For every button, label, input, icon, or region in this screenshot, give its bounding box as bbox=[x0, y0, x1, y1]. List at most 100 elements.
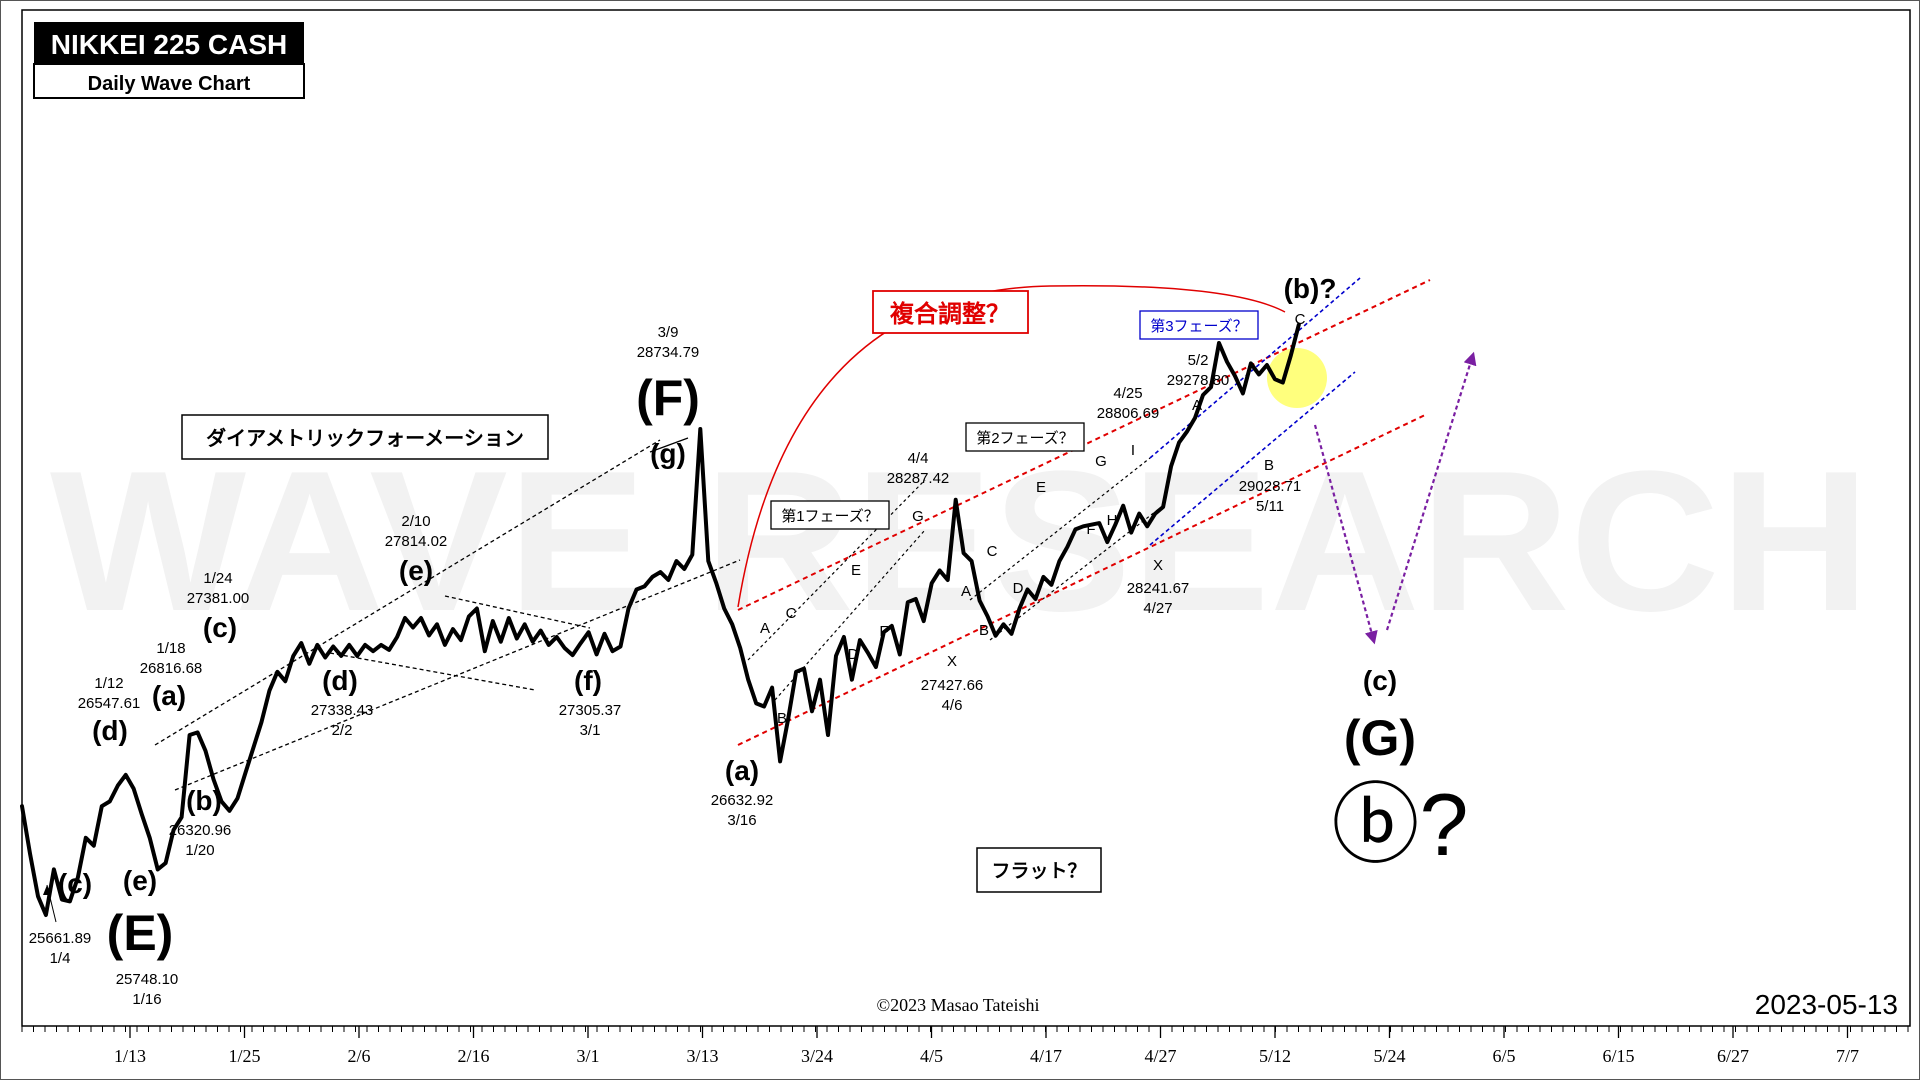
annotation-phase2-text: 第2フェーズ？ bbox=[976, 429, 1074, 447]
blue-channel-lower bbox=[1149, 371, 1356, 546]
annotation-complex-text: 複合調整？ bbox=[890, 300, 1010, 328]
wave-label: (e) bbox=[123, 865, 157, 896]
wave-value: 28287.42 bbox=[887, 470, 950, 487]
sub-wave-letters: A B C D E F G A B C D E F G H I bbox=[760, 453, 1118, 727]
x-tick-label: 7/7 bbox=[1836, 1046, 1859, 1066]
sub-wave-letter: A bbox=[961, 583, 971, 600]
price-line bbox=[20, 322, 1301, 917]
wave-label: C bbox=[1295, 311, 1306, 328]
chart-subtitle: Daily Wave Chart bbox=[88, 73, 251, 95]
wave-label: (b) bbox=[186, 785, 222, 816]
wave-label: (c) bbox=[1363, 665, 1397, 696]
wave-date: 1/18 bbox=[156, 640, 185, 657]
wave-label: (F) bbox=[636, 370, 700, 426]
x-tick-label: 5/12 bbox=[1259, 1046, 1291, 1066]
annotation-diametric-text: ダイアメトリックフォーメーション bbox=[206, 426, 524, 450]
trend-lines bbox=[154, 277, 1431, 791]
wave-date: 1/20 bbox=[185, 842, 214, 859]
forecast-arrows bbox=[1313, 351, 1477, 645]
annotation-phase1: 第1フェーズ？ bbox=[770, 500, 890, 530]
highlight-circle bbox=[1267, 348, 1327, 408]
wave-label: (G) bbox=[1344, 710, 1416, 766]
wave-label: (c) bbox=[203, 612, 237, 643]
wave-label: (f) bbox=[574, 665, 602, 696]
wave-value: 29278.80 bbox=[1167, 372, 1230, 389]
wave-value: 27381.00 bbox=[187, 590, 250, 607]
diametric-lower-line bbox=[174, 559, 741, 791]
wave-date: 3/1 bbox=[580, 722, 601, 739]
x-axis: 1/13 1/25 2/6 2/16 3/1 3/13 3/24 4/5 4/17 4/27 5/1… bbox=[21, 1026, 1909, 1066]
x-tick-label: 4/5 bbox=[920, 1046, 943, 1066]
wave-label: (c) bbox=[58, 868, 92, 899]
wave-value: 28241.67 bbox=[1127, 580, 1190, 597]
sub-wave-letter: B bbox=[979, 622, 989, 639]
wave-date: 4/4 bbox=[908, 450, 929, 467]
x-tick-label: 3/1 bbox=[576, 1046, 599, 1066]
plot-border bbox=[21, 9, 1911, 1027]
wave-value: 28806.69 bbox=[1097, 405, 1160, 422]
sub-wave-letter: F bbox=[1086, 521, 1095, 538]
annotation-flat-text: フラット？ bbox=[991, 861, 1086, 882]
wave-label: I bbox=[1131, 442, 1135, 459]
sub-wave-letter: B bbox=[777, 710, 787, 727]
wave-label: (e) bbox=[399, 555, 433, 586]
annotation-flat: フラット？ bbox=[976, 847, 1102, 893]
sub-wave-letter: D bbox=[1013, 580, 1024, 597]
sub-wave-letter: E bbox=[1036, 479, 1046, 496]
wave-date: 4/6 bbox=[942, 697, 963, 714]
annotation-phase3-text: 第3フェーズ？ bbox=[1150, 317, 1248, 335]
chart-title: NIKKEI 225 CASH bbox=[51, 29, 288, 60]
x-tick-label: 4/27 bbox=[1144, 1046, 1176, 1066]
wave-label: X bbox=[947, 653, 957, 670]
red-channel-upper bbox=[737, 279, 1431, 611]
wave-date: 26547.61 bbox=[78, 695, 141, 712]
wave-date: 1/4 bbox=[50, 950, 71, 967]
wave-value: 27305.37 bbox=[559, 702, 622, 719]
x-tick-label: 6/15 bbox=[1602, 1046, 1634, 1066]
title-box: NIKKEI 225 CASH Daily Wave Chart bbox=[33, 22, 305, 99]
wave-value: 27338.43 bbox=[311, 702, 374, 719]
chart-date: 2023-05-13 bbox=[1755, 989, 1898, 1020]
x-tick-label: 3/13 bbox=[686, 1046, 718, 1066]
wave-value: 29028.71 bbox=[1239, 478, 1302, 495]
forecast-down-arrow bbox=[1313, 424, 1378, 645]
x-tick-label: 2/6 bbox=[347, 1046, 370, 1066]
wave-value: 26816.68 bbox=[140, 660, 203, 677]
annotation-phase3: 第3フェーズ？ bbox=[1139, 310, 1259, 340]
wave-label: (d) bbox=[322, 665, 358, 696]
wave-value: 28734.79 bbox=[637, 344, 700, 361]
sub-wave-letter: F bbox=[879, 623, 888, 640]
copyright: ©2023 Masao Tateishi bbox=[876, 995, 1039, 1015]
wave-value: 1/12 bbox=[94, 675, 123, 692]
x-tick-label: 3/24 bbox=[801, 1046, 833, 1066]
wave-label: (g) bbox=[650, 438, 686, 469]
annotation-phase1-text: 第1フェーズ？ bbox=[781, 507, 879, 525]
annotation-diametric: ダイアメトリックフォーメーション bbox=[181, 414, 549, 460]
wave-date: 3/16 bbox=[727, 812, 756, 829]
wave-date: 5/2 bbox=[1188, 352, 1209, 369]
wave-e-f-upper bbox=[444, 595, 591, 629]
diametric-upper-line bbox=[154, 439, 661, 746]
sub-wave-letter: A bbox=[760, 620, 770, 637]
wave-date: 4/25 bbox=[1113, 385, 1142, 402]
wave-label: ⓑ? bbox=[1332, 775, 1469, 874]
wave-label: (d) bbox=[92, 715, 128, 746]
x-tick-label: 6/27 bbox=[1717, 1046, 1749, 1066]
x-tick-label: 4/17 bbox=[1030, 1046, 1062, 1066]
wave-label: G bbox=[912, 508, 924, 525]
wave-labels: (E) 25748.10 1/16 (c) 25661.89 1/4 (e) 1… bbox=[29, 273, 1469, 1008]
annotation-phase2: 第2フェーズ？ bbox=[965, 422, 1085, 452]
wave-date: 3/9 bbox=[658, 324, 679, 341]
wave-value: 27427.66 bbox=[921, 677, 984, 694]
wave-date: 1/24 bbox=[203, 570, 232, 587]
sub-wave-letter: E bbox=[851, 562, 861, 579]
sub-wave-letter: H bbox=[1107, 512, 1118, 529]
sub-wave-letter: D bbox=[848, 646, 859, 663]
x-tick-label: 1/13 bbox=[114, 1046, 146, 1066]
forecast-up-arrow bbox=[1385, 351, 1477, 631]
x-tick-label: 5/24 bbox=[1373, 1046, 1405, 1066]
wave-value: 25748.10 bbox=[116, 971, 179, 988]
red-channel-lower bbox=[737, 414, 1426, 746]
phase2-upper bbox=[969, 457, 1151, 601]
